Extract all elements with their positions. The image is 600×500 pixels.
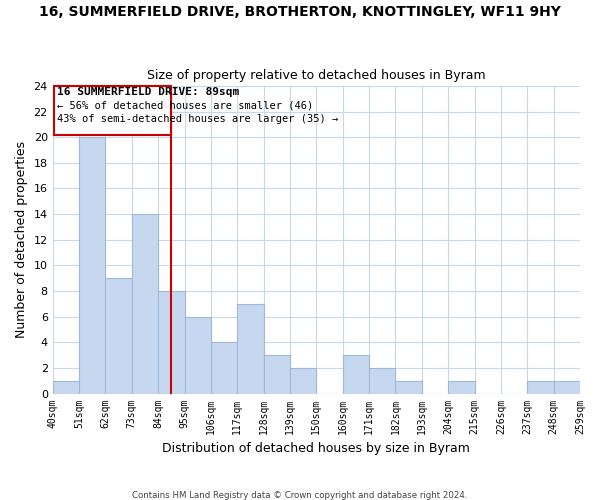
X-axis label: Distribution of detached houses by size in Byram: Distribution of detached houses by size …	[163, 442, 470, 455]
Bar	[237, 304, 263, 394]
Bar	[263, 355, 290, 394]
Bar	[290, 368, 316, 394]
Text: ← 56% of detached houses are smaller (46): ← 56% of detached houses are smaller (46…	[56, 100, 313, 110]
Bar	[79, 137, 106, 394]
Text: Contains HM Land Registry data © Crown copyright and database right 2024.: Contains HM Land Registry data © Crown c…	[132, 490, 468, 500]
Bar	[369, 368, 395, 394]
Text: 16 SUMMERFIELD DRIVE: 89sqm: 16 SUMMERFIELD DRIVE: 89sqm	[56, 88, 239, 98]
Bar	[554, 380, 580, 394]
Bar	[158, 291, 185, 394]
Bar	[527, 380, 554, 394]
Bar	[53, 380, 79, 394]
Bar	[448, 380, 475, 394]
Text: 16, SUMMERFIELD DRIVE, BROTHERTON, KNOTTINGLEY, WF11 9HY: 16, SUMMERFIELD DRIVE, BROTHERTON, KNOTT…	[39, 5, 561, 19]
Bar	[395, 380, 422, 394]
Bar	[185, 316, 211, 394]
Title: Size of property relative to detached houses in Byram: Size of property relative to detached ho…	[147, 69, 485, 82]
FancyBboxPatch shape	[54, 86, 171, 134]
Text: 43% of semi-detached houses are larger (35) →: 43% of semi-detached houses are larger (…	[56, 114, 338, 124]
Bar	[132, 214, 158, 394]
Bar	[106, 278, 132, 394]
Y-axis label: Number of detached properties: Number of detached properties	[15, 141, 28, 338]
Bar	[343, 355, 369, 394]
Bar	[211, 342, 237, 394]
